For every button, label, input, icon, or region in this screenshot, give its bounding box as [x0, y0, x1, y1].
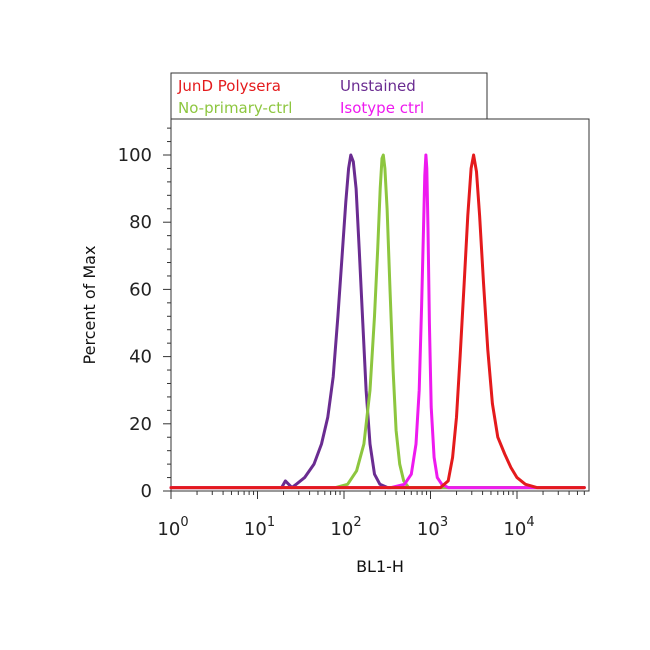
legend-entry-isotype-ctrl: Isotype ctrl: [340, 99, 424, 117]
series-line-unstained: [169, 153, 586, 490]
y-minor-ticks: [167, 127, 171, 479]
x-tick-label-base: 10: [503, 519, 526, 540]
x-tick-label: 101: [244, 515, 275, 540]
x-axis-title: BL1-H: [356, 557, 404, 576]
x-tick-label: 103: [417, 515, 448, 540]
legend: JunD Polysera Unstained No-primary-ctrl …: [170, 72, 488, 120]
x-tick-label-base: 10: [417, 519, 440, 540]
series-line-no-primary-ctrl: [169, 153, 586, 490]
x-tick-label-exponent: 3: [440, 515, 448, 530]
x-tick-label: 104: [503, 515, 534, 540]
legend-entry-jund-polysera: JunD Polysera: [177, 77, 281, 95]
y-axis-title: Percent of Max: [80, 246, 99, 365]
plot-frame: [170, 118, 590, 492]
x-tick-label-exponent: 2: [353, 515, 361, 530]
x-tick-label-base: 10: [330, 519, 353, 540]
series-layer: [169, 153, 586, 490]
y-tick-label: 80: [129, 212, 152, 233]
series-line-jund-polysera: [169, 153, 586, 490]
y-tick-label: 40: [129, 347, 152, 368]
y-tick-label: 100: [118, 145, 152, 166]
x-tick-label: 102: [330, 515, 361, 540]
x-tick-label-exponent: 0: [180, 515, 188, 530]
x-axis: 100 101 102 103 104: [157, 491, 535, 540]
x-tick-label-base: 10: [157, 519, 180, 540]
x-tick-label-exponent: 4: [526, 515, 534, 530]
x-tick-label: 100: [157, 515, 188, 540]
x-tick-label-base: 10: [244, 519, 267, 540]
x-minor-ticks: [196, 491, 585, 495]
legend-entry-no-primary-ctrl: No-primary-ctrl: [178, 99, 292, 117]
legend-box: [170, 72, 488, 120]
x-tick-label-exponent: 1: [267, 515, 275, 530]
y-axis: 0 20 40 60 80 100: [118, 145, 171, 502]
y-tick-label: 0: [141, 481, 152, 502]
legend-entry-unstained: Unstained: [340, 77, 416, 95]
y-tick-label: 60: [129, 279, 152, 300]
series-line-isotype-ctrl: [169, 153, 586, 490]
y-tick-label: 20: [129, 414, 152, 435]
